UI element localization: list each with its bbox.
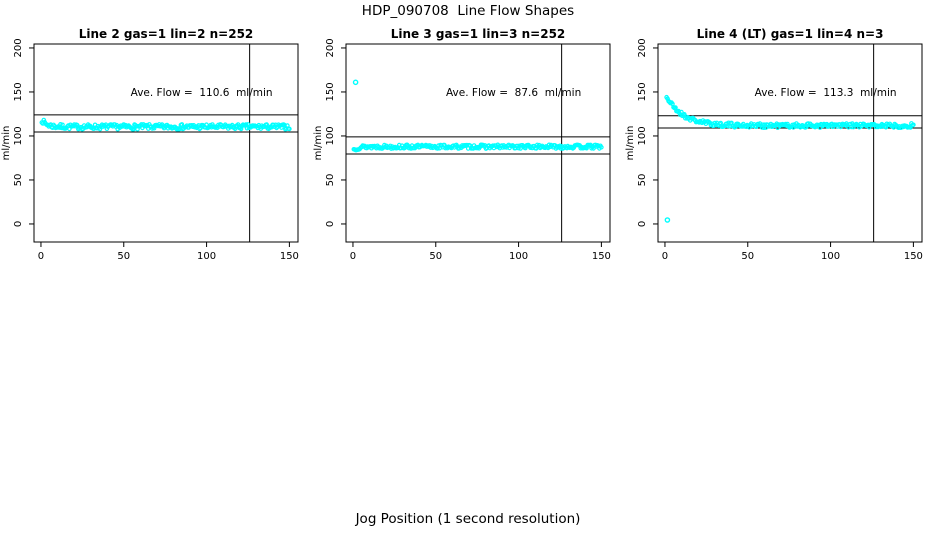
outlier-point bbox=[352, 79, 359, 86]
data-point bbox=[179, 122, 185, 127]
plot-box bbox=[345, 43, 611, 243]
ave-flow-annotation: Ave. Flow = 113.3 ml/min bbox=[755, 87, 897, 99]
y-tick-label: 100 bbox=[13, 126, 24, 145]
y-tick-label: 200 bbox=[13, 38, 24, 57]
panel-title: Line 2 gas=1 lin=2 n=252 bbox=[79, 27, 254, 41]
data-point bbox=[75, 122, 80, 128]
data-point bbox=[287, 126, 292, 132]
x-tick-label: 50 bbox=[429, 251, 442, 262]
x-tick-label: 0 bbox=[350, 251, 356, 262]
x-tick-label: 100 bbox=[509, 251, 528, 262]
plot-box bbox=[657, 43, 923, 243]
y-tick-label: 100 bbox=[637, 126, 648, 145]
y-tick-label: 150 bbox=[325, 82, 336, 101]
x-tick-label: 100 bbox=[821, 251, 840, 262]
y-tick-label: 100 bbox=[325, 126, 336, 145]
panel-2: Line 3 gas=1 lin=3 n=252 0 50 100 150 200 0 50 1… bbox=[313, 27, 611, 262]
x-tick-label: 150 bbox=[904, 251, 923, 262]
ave-flow-annotation: Ave. Flow = 87.6 ml/min bbox=[446, 87, 581, 99]
x-tick-label: 100 bbox=[197, 251, 216, 262]
y-tick-label: 50 bbox=[13, 174, 24, 187]
y-tick-label: 0 bbox=[13, 221, 24, 227]
data-point bbox=[131, 126, 136, 132]
panel-title: Line 3 gas=1 lin=3 n=252 bbox=[391, 27, 566, 41]
y-tick-label: 200 bbox=[637, 38, 648, 57]
data-point bbox=[264, 122, 270, 127]
panel-1: Line 2 gas=1 lin=2 n=252 0 50 100 150 200 0 50 1… bbox=[1, 27, 299, 262]
plot-box bbox=[33, 43, 299, 243]
y-tick-label: 200 bbox=[325, 38, 336, 57]
data-point bbox=[911, 122, 916, 128]
y-tick-label: 0 bbox=[637, 221, 648, 227]
ave-flow-annotation: Ave. Flow = 110.6 ml/min bbox=[131, 87, 273, 99]
x-tick-label: 150 bbox=[280, 251, 299, 262]
chart-main-title: HDP_090708 Line Flow Shapes bbox=[361, 3, 575, 19]
x-tick-label: 150 bbox=[592, 251, 611, 262]
y-axis-title: ml/min bbox=[1, 126, 12, 161]
y-tick-label: 150 bbox=[13, 82, 24, 101]
y-tick-label: 0 bbox=[325, 221, 336, 227]
x-tick-label: 0 bbox=[662, 251, 668, 262]
x-tick-label: 50 bbox=[741, 251, 754, 262]
x-tick-label: 50 bbox=[117, 251, 130, 262]
y-axis-title: ml/min bbox=[625, 126, 636, 161]
outlier-point bbox=[664, 217, 671, 223]
x-tick-label: 0 bbox=[38, 251, 44, 262]
data-point bbox=[599, 145, 604, 150]
panel-title: Line 4 (LT) gas=1 lin=4 n=3 bbox=[697, 27, 884, 41]
y-tick-label: 50 bbox=[325, 174, 336, 187]
x-axis-label: Jog Position (1 second resolution) bbox=[355, 511, 581, 527]
y-tick-label: 150 bbox=[637, 82, 648, 101]
panel-3: Line 4 (LT) gas=1 lin=4 n=3 0 50 100 150 200 0… bbox=[625, 27, 923, 262]
y-axis-title: ml/min bbox=[313, 126, 324, 161]
y-tick-label: 50 bbox=[637, 174, 648, 187]
